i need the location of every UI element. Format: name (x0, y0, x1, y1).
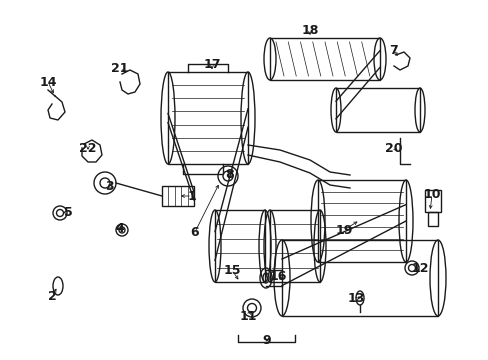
Text: 4: 4 (115, 221, 124, 234)
Text: 20: 20 (385, 141, 402, 154)
Text: 3: 3 (105, 180, 114, 194)
Text: 9: 9 (262, 333, 271, 346)
Bar (424, 190, 440, 212)
Text: 19: 19 (335, 224, 352, 237)
Text: 8: 8 (225, 168, 234, 181)
Text: 11: 11 (239, 310, 256, 323)
Text: 22: 22 (79, 141, 97, 154)
Text: 14: 14 (39, 76, 57, 89)
Bar (317, 180, 405, 262)
Text: 13: 13 (346, 292, 364, 306)
Bar (162, 186, 194, 206)
Text: 2: 2 (47, 289, 56, 302)
Text: 17: 17 (203, 58, 220, 72)
Bar (269, 210, 319, 282)
Bar (215, 210, 264, 282)
Text: 16: 16 (269, 270, 286, 283)
Text: 7: 7 (388, 44, 397, 57)
Text: 10: 10 (423, 189, 440, 202)
Text: 6: 6 (190, 225, 199, 238)
Bar (335, 88, 419, 132)
Text: 12: 12 (410, 261, 428, 274)
Bar (269, 38, 379, 80)
Text: 5: 5 (63, 206, 72, 219)
Text: 21: 21 (111, 62, 128, 75)
Text: 15: 15 (223, 264, 240, 276)
Text: 1: 1 (187, 189, 196, 202)
Bar (282, 240, 437, 316)
Text: 18: 18 (301, 23, 318, 36)
Bar (168, 72, 247, 164)
Bar (427, 212, 437, 226)
